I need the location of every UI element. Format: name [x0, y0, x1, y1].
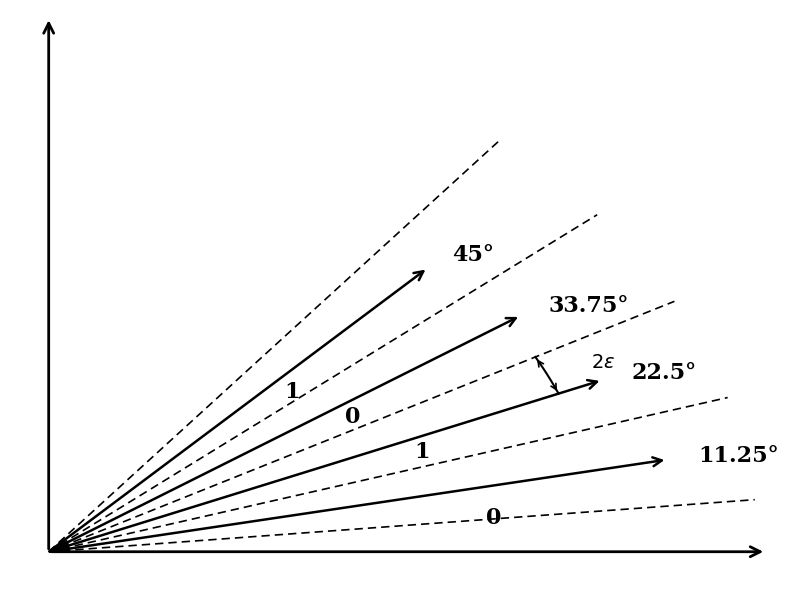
Text: 0: 0 — [345, 406, 360, 429]
Text: 33.75°: 33.75° — [548, 295, 629, 317]
Text: 22.5°: 22.5° — [632, 362, 698, 384]
Text: 0: 0 — [486, 508, 501, 530]
Text: 1: 1 — [284, 381, 300, 403]
Text: 11.25°: 11.25° — [698, 445, 779, 467]
Text: 45°: 45° — [452, 244, 494, 266]
Text: 1: 1 — [414, 441, 430, 463]
Text: $2\varepsilon$: $2\varepsilon$ — [591, 353, 615, 372]
